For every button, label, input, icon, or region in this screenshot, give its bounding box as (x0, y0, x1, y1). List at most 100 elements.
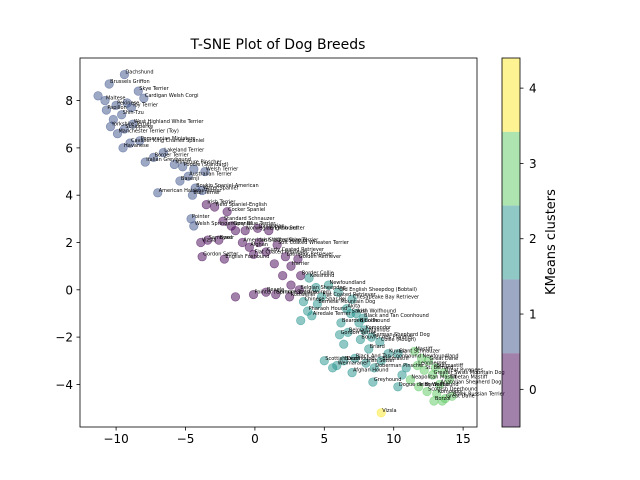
point-label: Kerry Blue Terrier (232, 221, 276, 227)
point-label: Komondor (438, 389, 464, 395)
data-point (366, 332, 377, 342)
point-label: Doberman Pinscher (375, 363, 425, 369)
colorbar-segment (502, 58, 520, 132)
point-label: American Hairless Terrier (159, 188, 223, 194)
x-tick-label: 5 (320, 432, 328, 446)
data-point (178, 162, 188, 172)
data-point (294, 285, 304, 295)
data-point (119, 124, 130, 134)
data-point (423, 356, 434, 366)
point-label: Neapolitan Mastiff (411, 375, 457, 381)
data-point (153, 188, 163, 198)
point-label: Soft Coated Wheaten Terrier (278, 240, 350, 246)
data-point (197, 185, 207, 196)
data-point (286, 280, 296, 290)
point-label: Standard Schnauzer (224, 216, 276, 222)
data-point (222, 207, 232, 217)
point-label: Great Dane (446, 394, 475, 400)
point-label: Mastiff (416, 346, 433, 352)
point-label: English Foxhound (225, 254, 269, 260)
x-tick-label: −10 (103, 432, 128, 446)
data-point (437, 396, 447, 406)
data-point (364, 344, 374, 354)
point-label: Lakeland Terrier (164, 148, 205, 154)
data-point (333, 287, 343, 297)
point-label: Afghan (250, 242, 268, 248)
point-label: Kuvasz (389, 349, 407, 355)
data-point (444, 375, 454, 385)
data-point (409, 346, 420, 356)
point-label: Vizsla (202, 238, 216, 244)
point-label: West Highland White Terrier (134, 119, 205, 125)
data-point (280, 252, 291, 262)
colorbar-segment (502, 353, 520, 427)
point-label: Black and Tan Coonhound (364, 313, 429, 319)
data-point (286, 261, 296, 271)
data-point (105, 121, 116, 132)
point-label: Field Spaniel-English (216, 202, 267, 208)
point-label: Bullmastiff (382, 356, 409, 362)
data-point (269, 259, 279, 269)
data-point (334, 330, 345, 340)
point-label: English Setter (270, 226, 306, 232)
data-point (272, 240, 282, 250)
colorbar-tick-label: 3 (529, 157, 537, 171)
data-point (296, 271, 306, 281)
y-axis: −4 −2 0 2 4 6 8 (55, 94, 80, 392)
point-label: Dachshund (125, 70, 153, 76)
data-point (393, 382, 403, 392)
data-point (237, 237, 248, 248)
data-point (189, 164, 199, 174)
colorbar-tick-label: 4 (529, 82, 537, 96)
data-point (200, 166, 210, 177)
point-label: Newfoundland (422, 353, 458, 359)
point-label: Pointer (German Short-Haired) (255, 290, 331, 296)
y-tick-label: 2 (65, 236, 73, 250)
data-point (248, 249, 259, 259)
point-label: Manchester Terrier (Toy) (118, 129, 178, 135)
point-label: Boykin Spaniel-American (196, 183, 258, 189)
data-point (434, 379, 445, 390)
colorbar: 0 1 2 3 4 (501, 57, 537, 428)
point-label: Border Collie (302, 271, 334, 277)
data-point (254, 237, 264, 248)
data-point (343, 327, 353, 337)
point-label: Irish Water Spaniel (260, 238, 307, 244)
data-point (201, 200, 211, 210)
point-label: Curly Coated Retriever (267, 247, 325, 253)
data-point (307, 311, 317, 321)
point-label: Skye Terrier (139, 86, 169, 92)
data-point (350, 353, 360, 364)
data-point (359, 325, 370, 335)
point-label: German Shepherd Dog (373, 332, 430, 338)
data-point (278, 271, 288, 281)
data-point (101, 105, 111, 115)
point-label: Spinone Italiano (277, 290, 317, 296)
data-point (248, 289, 259, 300)
point-label: Newfoundland (329, 280, 365, 286)
data-point (264, 226, 274, 236)
point-label: Chesapeake Bay Retriever (353, 294, 420, 300)
point-label: Borzoi (345, 356, 361, 362)
point-label: Afghan Hound (353, 368, 389, 374)
data-point (218, 216, 228, 226)
data-point (112, 129, 123, 139)
point-label: Pomeranian Miniature (141, 136, 196, 142)
data-point (128, 119, 138, 129)
data-point (197, 252, 207, 262)
colorbar-label: KMeans clusters (544, 189, 559, 295)
data-point (376, 408, 386, 418)
point-label: Vizsla (382, 408, 396, 414)
data-point (148, 152, 159, 162)
data-point (347, 294, 357, 304)
data-point (271, 289, 281, 300)
data-point (100, 95, 110, 106)
data-point (319, 356, 329, 366)
point-label: Yorkshire Terrier (111, 122, 153, 128)
data-point (376, 356, 386, 366)
point-label: Leonberger (418, 361, 447, 367)
data-point (210, 202, 220, 212)
point-label: Water Spaniel (203, 185, 238, 191)
point-label: Briard (370, 344, 385, 350)
point-label: Bearded Collie (342, 318, 378, 324)
